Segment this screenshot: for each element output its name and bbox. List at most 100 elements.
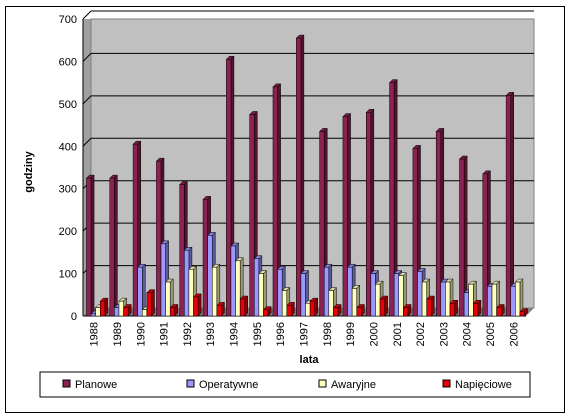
legend-item-planowe: Planowe bbox=[62, 379, 117, 391]
bar-front bbox=[482, 173, 488, 317]
bar-napięciowe-1996 bbox=[286, 301, 295, 317]
x-tick-label: 2001 bbox=[392, 322, 404, 346]
bar-side bbox=[90, 174, 95, 317]
legend-item-awaryjne: Awaryjne bbox=[318, 379, 376, 391]
bar-napięciowe-1993 bbox=[216, 301, 226, 317]
bar-side bbox=[384, 295, 388, 317]
bar-side bbox=[114, 174, 118, 317]
bar-front bbox=[95, 307, 101, 317]
legend-swatch bbox=[442, 379, 451, 388]
bar-front bbox=[142, 309, 148, 317]
x-tick-label: 1993 bbox=[205, 322, 217, 346]
gridline bbox=[82, 10, 534, 20]
bar-napięciowe-2004 bbox=[472, 299, 482, 317]
bar-planowe-2001 bbox=[388, 79, 398, 317]
bar-front bbox=[188, 269, 194, 317]
x-axis-title: lata bbox=[300, 354, 320, 366]
x-tick-label: 1992 bbox=[182, 322, 194, 346]
bar-front bbox=[487, 286, 493, 317]
bar-front bbox=[510, 286, 516, 317]
bar-front bbox=[328, 290, 334, 317]
bar-napięciowe-1990 bbox=[146, 289, 156, 317]
bar-napięciowe-1998 bbox=[332, 303, 342, 317]
bar-front bbox=[398, 275, 404, 317]
bar-front bbox=[449, 303, 455, 317]
bar-planowe-2006 bbox=[505, 91, 515, 317]
x-tick-label: 2003 bbox=[438, 322, 450, 346]
bar-napięciowe-1992 bbox=[192, 293, 202, 317]
bar-front bbox=[440, 281, 446, 317]
legend-label: Napięciowe bbox=[455, 379, 512, 391]
chart-frame: 0 100 200 300 400 500 600 700 1988 1989 1990 1991 1… bbox=[5, 6, 565, 413]
bar-front bbox=[123, 307, 129, 317]
bar-front bbox=[216, 305, 222, 317]
bar-front bbox=[254, 258, 260, 317]
bar-side bbox=[431, 295, 435, 317]
bar-napięciowe-2001 bbox=[402, 303, 412, 317]
bar-front bbox=[146, 292, 152, 317]
bar-front bbox=[226, 59, 232, 317]
bar-front bbox=[202, 199, 208, 317]
x-tick-label: 1999 bbox=[345, 322, 357, 346]
legend-label: Awaryjne bbox=[331, 379, 376, 391]
gridline bbox=[82, 137, 534, 147]
y-tick-label: 200 bbox=[59, 226, 77, 238]
legend: Planowe Operatywne Awaryjne Napięciowe bbox=[39, 371, 531, 398]
bar-front bbox=[421, 281, 427, 317]
bar-front bbox=[305, 303, 311, 317]
bar-napięciowe-1988 bbox=[99, 297, 109, 317]
bar-front bbox=[435, 131, 442, 317]
bar-front bbox=[296, 37, 302, 317]
y-tick-labels: 0 100 200 300 400 500 600 700 bbox=[59, 14, 77, 323]
x-tick-label: 2000 bbox=[368, 322, 380, 346]
bar-front bbox=[184, 249, 190, 317]
bar-front bbox=[309, 300, 315, 317]
bar-front bbox=[86, 177, 92, 317]
bar-front bbox=[333, 307, 339, 317]
bar-front bbox=[459, 158, 465, 317]
bar-front bbox=[132, 143, 138, 317]
bar-front bbox=[281, 290, 288, 317]
bar-front bbox=[277, 269, 283, 317]
bar-planowe-1996 bbox=[272, 83, 282, 317]
bar-front bbox=[473, 303, 479, 317]
bar-side bbox=[197, 293, 202, 317]
bar-front bbox=[393, 273, 400, 317]
bar-front bbox=[211, 266, 218, 317]
legend-item-operatywne: Operatywne bbox=[186, 379, 258, 391]
bar-front bbox=[356, 307, 362, 317]
bar-napięciowe-1997 bbox=[309, 297, 319, 317]
bar-front bbox=[403, 307, 409, 317]
bar-front bbox=[165, 281, 171, 317]
bar-front bbox=[272, 86, 278, 317]
bar-side bbox=[151, 289, 155, 317]
y-tick-label: 700 bbox=[59, 14, 77, 26]
bar-front bbox=[193, 296, 199, 317]
bar-front bbox=[100, 300, 106, 317]
bar-planowe-1989 bbox=[109, 174, 118, 317]
bar-napięciowe-2003 bbox=[449, 299, 459, 317]
bar-front bbox=[365, 112, 372, 317]
legend-item-napięciowe: Napięciowe bbox=[442, 379, 512, 391]
bar-planowe-1988 bbox=[85, 174, 95, 317]
legend-swatch bbox=[62, 379, 71, 388]
bar-front bbox=[90, 313, 96, 317]
bar-awaryjne-1995 bbox=[258, 269, 268, 317]
bar-front bbox=[160, 243, 166, 317]
x-tick-label: 1996 bbox=[275, 322, 287, 346]
bar-front bbox=[118, 300, 124, 317]
bar-front bbox=[426, 298, 432, 317]
bar-front bbox=[412, 148, 418, 317]
bar-front bbox=[300, 273, 306, 317]
bar-front bbox=[109, 177, 115, 317]
bar-front bbox=[491, 283, 497, 317]
bar-front bbox=[137, 266, 143, 317]
bar-front bbox=[519, 311, 525, 317]
bar-front bbox=[496, 307, 502, 317]
bar-front bbox=[505, 95, 511, 317]
legend-label: Operatywne bbox=[199, 379, 258, 391]
bar-front bbox=[319, 131, 325, 317]
bar-napięciowe-2000 bbox=[379, 295, 389, 317]
gridline bbox=[82, 95, 534, 105]
bar-planowe-2004 bbox=[458, 155, 468, 317]
